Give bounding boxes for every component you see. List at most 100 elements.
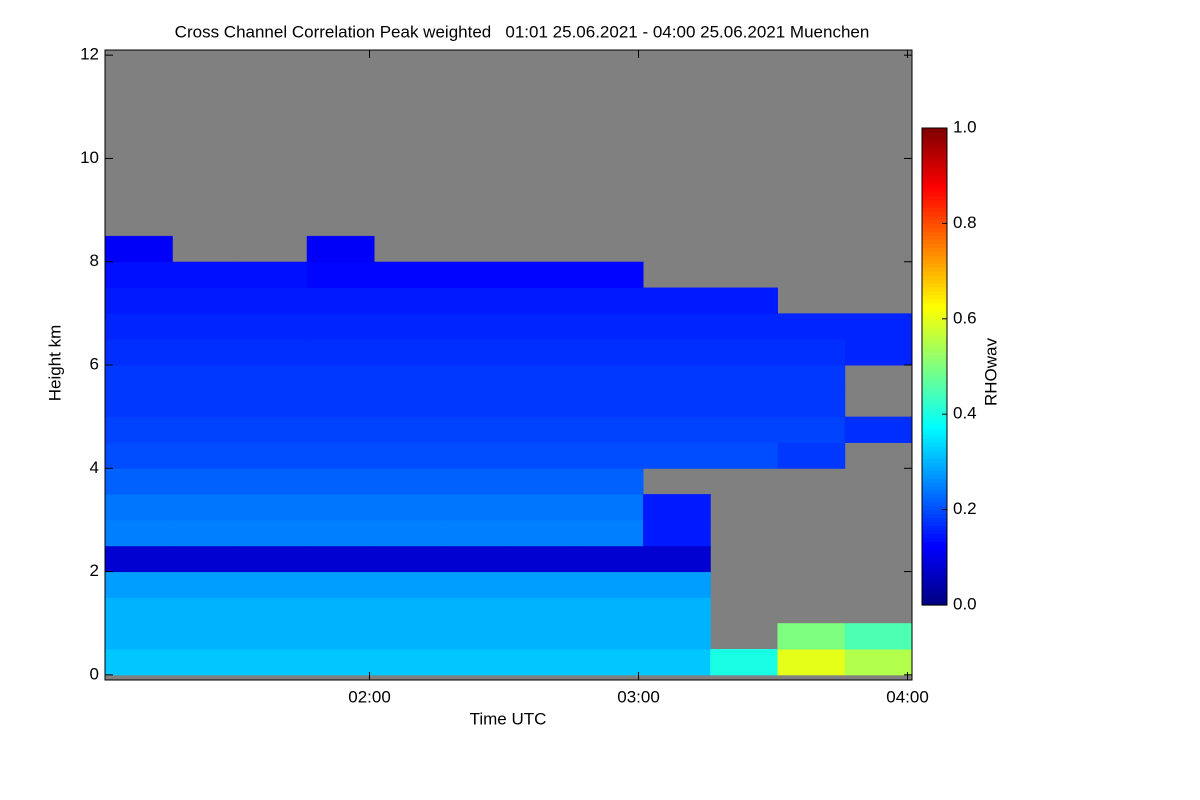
heatmap-cell: [105, 235, 173, 263]
colorbar-swatch: [922, 374, 947, 380]
colorbar-swatch: [922, 128, 947, 133]
heatmap-cell: [441, 571, 509, 598]
heatmap-cell: [172, 468, 240, 495]
colorbar-swatch: [922, 159, 947, 165]
colorbar-swatch: [922, 231, 947, 236]
colorbar-swatch: [922, 382, 947, 387]
heatmap-cell: [105, 416, 173, 443]
heatmap-cell: [508, 416, 577, 443]
colorbar-swatch: [922, 438, 947, 443]
heatmap-cell: [441, 339, 509, 366]
y-tick-label: 0: [90, 664, 99, 683]
heatmap-cell: [239, 597, 308, 624]
y-tick-label: 6: [90, 354, 99, 373]
heatmap-cell: [643, 390, 711, 418]
heatmap-cell: [777, 339, 846, 366]
heatmap-cell: [508, 339, 577, 366]
colorbar-swatch: [922, 131, 947, 137]
heatmap-cell: [710, 313, 778, 340]
heatmap-cell: [172, 649, 240, 676]
heatmap-cell: [374, 313, 442, 340]
heatmap-cell: [441, 494, 509, 521]
heatmap-cell: [643, 545, 711, 573]
colorbar-swatch: [922, 306, 947, 312]
colorbar-swatch: [922, 481, 947, 487]
heatmap-cell: [239, 390, 308, 418]
heatmap-cell: [844, 313, 913, 340]
colorbar-swatch: [922, 545, 947, 550]
heatmap-cell: [441, 287, 509, 314]
heatmap-cell: [172, 571, 240, 598]
heatmap-cell: [844, 416, 913, 443]
heatmap-cell: [575, 390, 644, 418]
colorbar-frame: [921, 127, 948, 606]
heatmap-cell: [508, 442, 577, 469]
heatmap-cell: [374, 494, 442, 521]
heatmap-cell: [239, 365, 308, 392]
heatmap-cell: [575, 313, 644, 340]
heatmap-cell: [306, 365, 375, 392]
heatmap-cell: [374, 390, 442, 418]
colorbar-swatch: [922, 155, 947, 161]
heatmap-cell: [306, 287, 375, 314]
heatmap-cell: [239, 519, 308, 547]
heatmap-cell: [306, 416, 375, 443]
colorbar-swatch: [922, 183, 947, 189]
heatmap-cell: [105, 545, 173, 573]
heatmap-cell: [172, 416, 240, 443]
colorbar-swatch: [922, 227, 947, 232]
heatmap-cell: [441, 365, 509, 392]
heatmap-cell: [374, 365, 442, 392]
heatmap-cell: [306, 519, 375, 547]
colorbar-swatch: [922, 239, 947, 244]
heatmap-cell: [777, 623, 846, 650]
heatmap-cell: [306, 313, 375, 340]
y-axis-label: Height km: [45, 325, 64, 402]
colorbar-swatch: [922, 549, 947, 554]
heatmap-cell: [306, 571, 375, 598]
colorbar-swatch: [922, 533, 947, 539]
colorbar-swatch: [922, 597, 947, 602]
colorbar-swatch: [922, 394, 947, 399]
heatmap-cell: [172, 365, 240, 392]
heatmap-cell: [441, 649, 509, 676]
heatmap-cell: [643, 339, 711, 366]
colorbar-tick-label: 0.6: [953, 308, 977, 327]
heatmap-cell: [239, 494, 308, 521]
heatmap-cell: [441, 468, 509, 495]
colorbar-swatch: [922, 465, 947, 471]
heatmap-cell: [508, 571, 577, 598]
colorbar-swatch: [922, 434, 947, 439]
colorbar-swatch: [922, 585, 947, 590]
heatmap-cell: [239, 442, 308, 469]
heatmap-cell: [172, 623, 240, 650]
heatmap-cell: [844, 339, 913, 366]
x-tick-label: 04:00: [886, 687, 929, 706]
heatmap-cell: [643, 623, 711, 650]
heatmap-cell: [239, 416, 308, 443]
colorbar-swatch: [922, 219, 947, 224]
colorbar-swatch: [922, 310, 947, 316]
y-tick-label: 8: [90, 251, 99, 270]
colorbar-swatch: [922, 294, 947, 300]
heatmap-cell: [508, 519, 577, 547]
colorbar-swatch: [922, 446, 947, 451]
heatmap-cell: [643, 416, 711, 443]
heatmap-cell: [105, 261, 173, 289]
heatmap-cell: [643, 287, 711, 314]
colorbar-swatch: [922, 279, 947, 284]
heatmap-cell: [710, 390, 778, 418]
heatmap-cell: [374, 597, 442, 624]
heatmap-cell: [643, 365, 711, 392]
heatmap-cell: [374, 468, 442, 495]
colorbar-tick-label: 0.8: [953, 213, 977, 232]
colorbar-swatch: [922, 529, 947, 535]
heatmap-cell: [508, 597, 577, 624]
heatmap-cell: [172, 261, 240, 289]
colorbar-swatch: [922, 593, 947, 598]
heatmap-cell: [441, 261, 509, 289]
colorbar-swatch: [922, 573, 947, 578]
y-tick-label: 10: [80, 148, 99, 167]
heatmap-cell: [575, 571, 644, 598]
